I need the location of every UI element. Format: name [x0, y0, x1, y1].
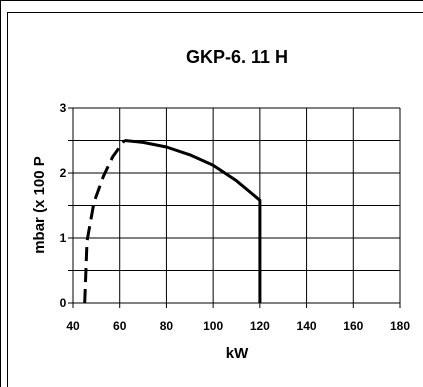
x-axis-title: kW: [226, 345, 249, 362]
y-tick-label: 2: [60, 166, 67, 180]
inner-border-top: [7, 12, 423, 13]
y-tick-label: 3: [60, 101, 67, 115]
x-tick-label: 40: [66, 319, 80, 333]
chart-title: GKP-6. 11 H: [186, 47, 288, 67]
y-tick-label: 1: [60, 231, 67, 245]
y-axis-title: mbar (x 100 P: [31, 156, 48, 254]
y-tick-labels: 0 1 2 3: [60, 101, 67, 310]
series-line-solid: [124, 139, 262, 303]
outer-border-left: [0, 0, 1, 387]
grid: [68, 107, 401, 308]
series-lines: [83, 139, 262, 304]
x-tick-label: 80: [160, 319, 174, 333]
outer-border-top: [0, 0, 423, 1]
x-tick-label: 140: [297, 319, 317, 333]
inner-border-left: [7, 12, 8, 387]
x-tick-label: 120: [250, 319, 270, 333]
x-tick-label: 100: [203, 319, 223, 333]
x-tick-label: 60: [113, 319, 127, 333]
x-tick-label: 160: [343, 319, 363, 333]
x-tick-label: 180: [390, 319, 410, 333]
x-tick-labels: 40 60 80 100 120 140 160 180: [66, 319, 410, 333]
series-line-dashed: [83, 139, 126, 304]
y-tick-label: 0: [60, 296, 67, 310]
